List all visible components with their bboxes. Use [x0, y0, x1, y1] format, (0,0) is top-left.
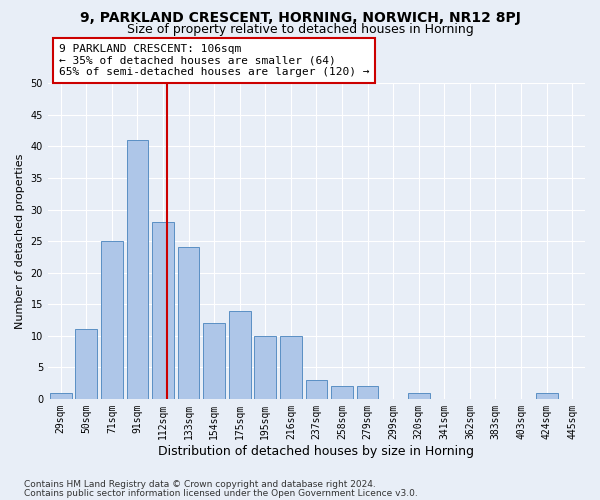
Text: Contains public sector information licensed under the Open Government Licence v3: Contains public sector information licen… — [24, 488, 418, 498]
Bar — [357, 386, 379, 399]
Y-axis label: Number of detached properties: Number of detached properties — [15, 154, 25, 329]
Text: Size of property relative to detached houses in Horning: Size of property relative to detached ho… — [127, 22, 473, 36]
Bar — [101, 241, 123, 399]
Bar — [280, 336, 302, 399]
Bar — [178, 248, 199, 399]
Text: 9, PARKLAND CRESCENT, HORNING, NORWICH, NR12 8PJ: 9, PARKLAND CRESCENT, HORNING, NORWICH, … — [80, 11, 520, 25]
Bar — [254, 336, 276, 399]
Bar — [152, 222, 174, 399]
Bar — [50, 392, 71, 399]
Bar — [76, 330, 97, 399]
Text: 9 PARKLAND CRESCENT: 106sqm
← 35% of detached houses are smaller (64)
65% of sem: 9 PARKLAND CRESCENT: 106sqm ← 35% of det… — [59, 44, 369, 77]
Bar — [331, 386, 353, 399]
Bar — [408, 392, 430, 399]
Text: Contains HM Land Registry data © Crown copyright and database right 2024.: Contains HM Land Registry data © Crown c… — [24, 480, 376, 489]
Bar — [203, 323, 225, 399]
Bar — [536, 392, 557, 399]
Bar — [305, 380, 328, 399]
Bar — [127, 140, 148, 399]
X-axis label: Distribution of detached houses by size in Horning: Distribution of detached houses by size … — [158, 444, 475, 458]
Bar — [229, 310, 251, 399]
